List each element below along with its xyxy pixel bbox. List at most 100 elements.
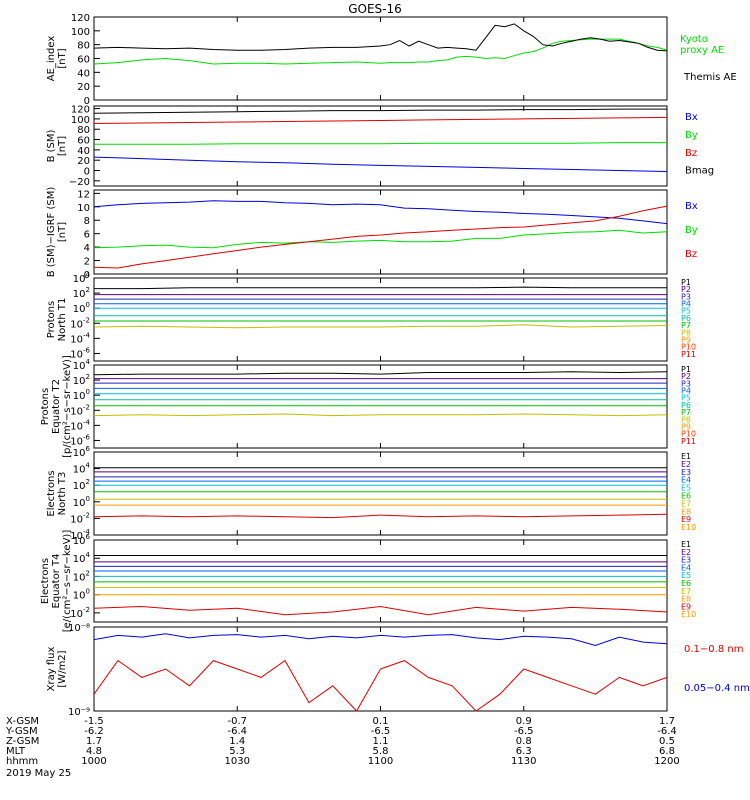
legend-p4: P4: [681, 387, 691, 396]
ytick-label: 100: [73, 588, 90, 602]
legend-p5: P5: [681, 307, 691, 316]
ytick-label: 120: [71, 13, 90, 24]
ephem-value: 1200: [654, 756, 679, 767]
ytick-label: −20: [69, 177, 90, 188]
series-p1: [94, 286, 667, 290]
ytick-label: 102: [73, 478, 90, 492]
legend-p4: P4: [681, 300, 691, 309]
ytick-label: 100: [71, 115, 90, 126]
ylabel: North T1: [57, 298, 68, 342]
ytick-label: 102: [73, 569, 90, 583]
ytick-label: 80: [77, 125, 90, 136]
legend-p3: P3: [681, 379, 691, 388]
legend-p9: P9: [681, 335, 691, 344]
ylabel: [nT]: [57, 136, 68, 156]
legend-p7: P7: [681, 321, 691, 330]
panel-8: 10⁻⁹ 10⁻⁸ Xray flux [W/m2] 0.1−0.8 nm 0.05−0.…: [46, 623, 750, 718]
legend-p7: P7: [681, 408, 691, 417]
legend-p1: P1: [681, 278, 691, 287]
ylabel: North T3: [57, 472, 68, 516]
ylabel: Equator T4: [51, 554, 62, 609]
legend-e7: E7: [681, 587, 691, 596]
ytick-label: 10-2: [70, 316, 90, 330]
ylabel: [p/(cm²−s−sr−keV)]: [62, 355, 73, 458]
series-bmag: [93, 108, 667, 114]
ephem-row-label: X-GSM: [6, 716, 39, 727]
ephem-value: 6.3: [516, 746, 532, 757]
ytick-label: 0: [84, 167, 90, 178]
plot-title: GOES-16: [348, 2, 402, 16]
legend-e10: E10: [681, 523, 696, 532]
legend-e3: E3: [681, 468, 691, 477]
legend-e3: E3: [681, 556, 691, 565]
legend-bx: Bx: [685, 112, 698, 123]
ytick-label: 10-2: [70, 511, 90, 525]
legend-e7: E7: [681, 499, 691, 508]
legend-xray-long: 0.1−0.8 nm: [684, 644, 743, 655]
legend-kyoto-proxy-ae: proxy AE: [680, 45, 724, 56]
ylabel: B (SM)−IGRF (SM): [46, 187, 57, 278]
legend-by: By: [685, 130, 698, 141]
series-bz: [93, 205, 668, 269]
ephem-row-label: Y-GSM: [5, 726, 38, 737]
ytick-label: 40: [77, 146, 90, 157]
ephem-value: 6.8: [659, 746, 675, 757]
ytick-label: 60: [77, 55, 90, 66]
legend-e5: E5: [681, 571, 691, 580]
series-p8: [93, 413, 668, 417]
ephem-value: -1.5: [84, 716, 104, 727]
series-by: [94, 142, 667, 145]
ephem-row-label: MLT: [6, 746, 26, 757]
legend-p8: P8: [681, 328, 691, 337]
legend-e10: E10: [681, 610, 696, 619]
ytick-label: 6: [84, 230, 90, 241]
legend-e9: E9: [681, 515, 691, 524]
ytick-label: 104: [73, 462, 91, 476]
ylabel: Equator T2: [51, 379, 62, 434]
legend-e8: E8: [681, 507, 691, 516]
ytick-label: 40: [77, 68, 90, 79]
ytick-label: 104: [73, 358, 91, 372]
legend-xray-short: 0.05−0.4 nm: [684, 683, 750, 694]
series-e9: [93, 513, 668, 519]
ytick-label: 10: [77, 203, 90, 214]
legend-bz: Bz: [685, 249, 697, 260]
legend-e1: E1: [681, 452, 691, 461]
legend: Bx By Bz Bmag: [685, 112, 714, 176]
ytick-label: 80: [77, 41, 90, 52]
ylabel: [W/m2]: [57, 650, 68, 687]
series-by: [93, 229, 668, 249]
legend-p3: P3: [681, 292, 691, 301]
ylabel: B (SM): [46, 129, 57, 162]
ephem-value: 1.4: [229, 736, 245, 747]
ytick-label: 10-4: [70, 418, 90, 432]
series-0-05-0-4-nm: [93, 633, 668, 647]
series-p1: [93, 371, 668, 376]
legend-by: By: [685, 225, 698, 236]
series-kyoto-proxy-ae: [93, 38, 668, 65]
ephem-value: -6.2: [84, 726, 104, 737]
legend-p11: P11: [681, 350, 696, 359]
legend-e9: E9: [681, 602, 691, 611]
ephem-row-label: Z-GSM: [6, 736, 39, 747]
ephem-value: -6.4: [657, 726, 677, 737]
series-themis-ae: [93, 23, 668, 52]
ylabel: Electrons: [46, 470, 57, 516]
ephem-value: 1130: [511, 756, 536, 767]
series-p8: [93, 324, 668, 329]
ytick-label: 4: [84, 243, 90, 254]
ylabel: AE_index: [46, 36, 57, 82]
ephem-value: -6.5: [514, 726, 534, 737]
ephem-value: 5.8: [373, 746, 389, 757]
ytick-label: 104: [73, 551, 91, 565]
legend-p2: P2: [681, 285, 691, 294]
ephem-value: -6.4: [227, 726, 247, 737]
series-0-1-0-8-nm: [93, 659, 668, 712]
ephem-value: -0.7: [227, 716, 247, 727]
ephem-value: 1.7: [659, 716, 675, 727]
ytick-label: 0: [84, 96, 90, 107]
